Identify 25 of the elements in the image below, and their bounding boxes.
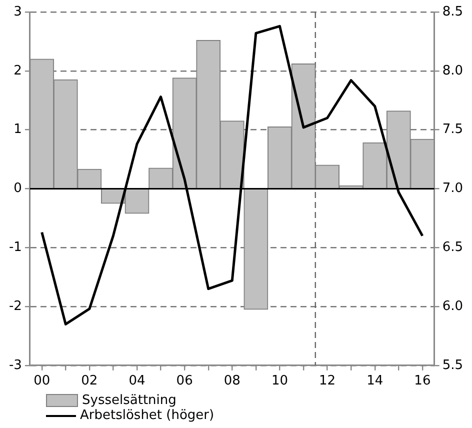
y2-tick-label: 7.0	[442, 181, 464, 196]
y2-tick-label: 5.5	[442, 358, 464, 373]
y-tick-label: -1	[8, 240, 22, 255]
legend-label: Sysselsättning	[82, 393, 176, 408]
y2-tick-label: 7.5	[442, 122, 464, 138]
y-tick-label: -2	[8, 298, 22, 314]
x-tick-label: 10	[271, 374, 288, 389]
y2-tick-label: 6.5	[442, 240, 464, 255]
y-tick-label: 1	[14, 122, 22, 138]
y2-tick-label: 8.0	[442, 63, 464, 78]
y-tick-label: -3	[8, 358, 22, 373]
x-tick-label: 12	[319, 374, 336, 389]
x-tick-label: 02	[81, 374, 98, 389]
x-tick-label: 06	[176, 374, 193, 389]
x-tick-label: 08	[224, 374, 240, 389]
x-tick-label: 16	[414, 374, 431, 389]
y2-tick-label: 6.0	[442, 298, 464, 314]
y2-tick-label: 8.5	[442, 4, 464, 20]
y-tick-label: 2	[14, 63, 22, 78]
y-tick-label: 3	[14, 4, 22, 20]
y-tick-label: 0	[14, 181, 22, 196]
x-tick-label: 14	[366, 374, 384, 389]
x-tick-label: 04	[128, 374, 146, 389]
legend-label: Arbetslöshet (höger)	[80, 408, 214, 423]
x-tick-label: 00	[34, 374, 50, 389]
